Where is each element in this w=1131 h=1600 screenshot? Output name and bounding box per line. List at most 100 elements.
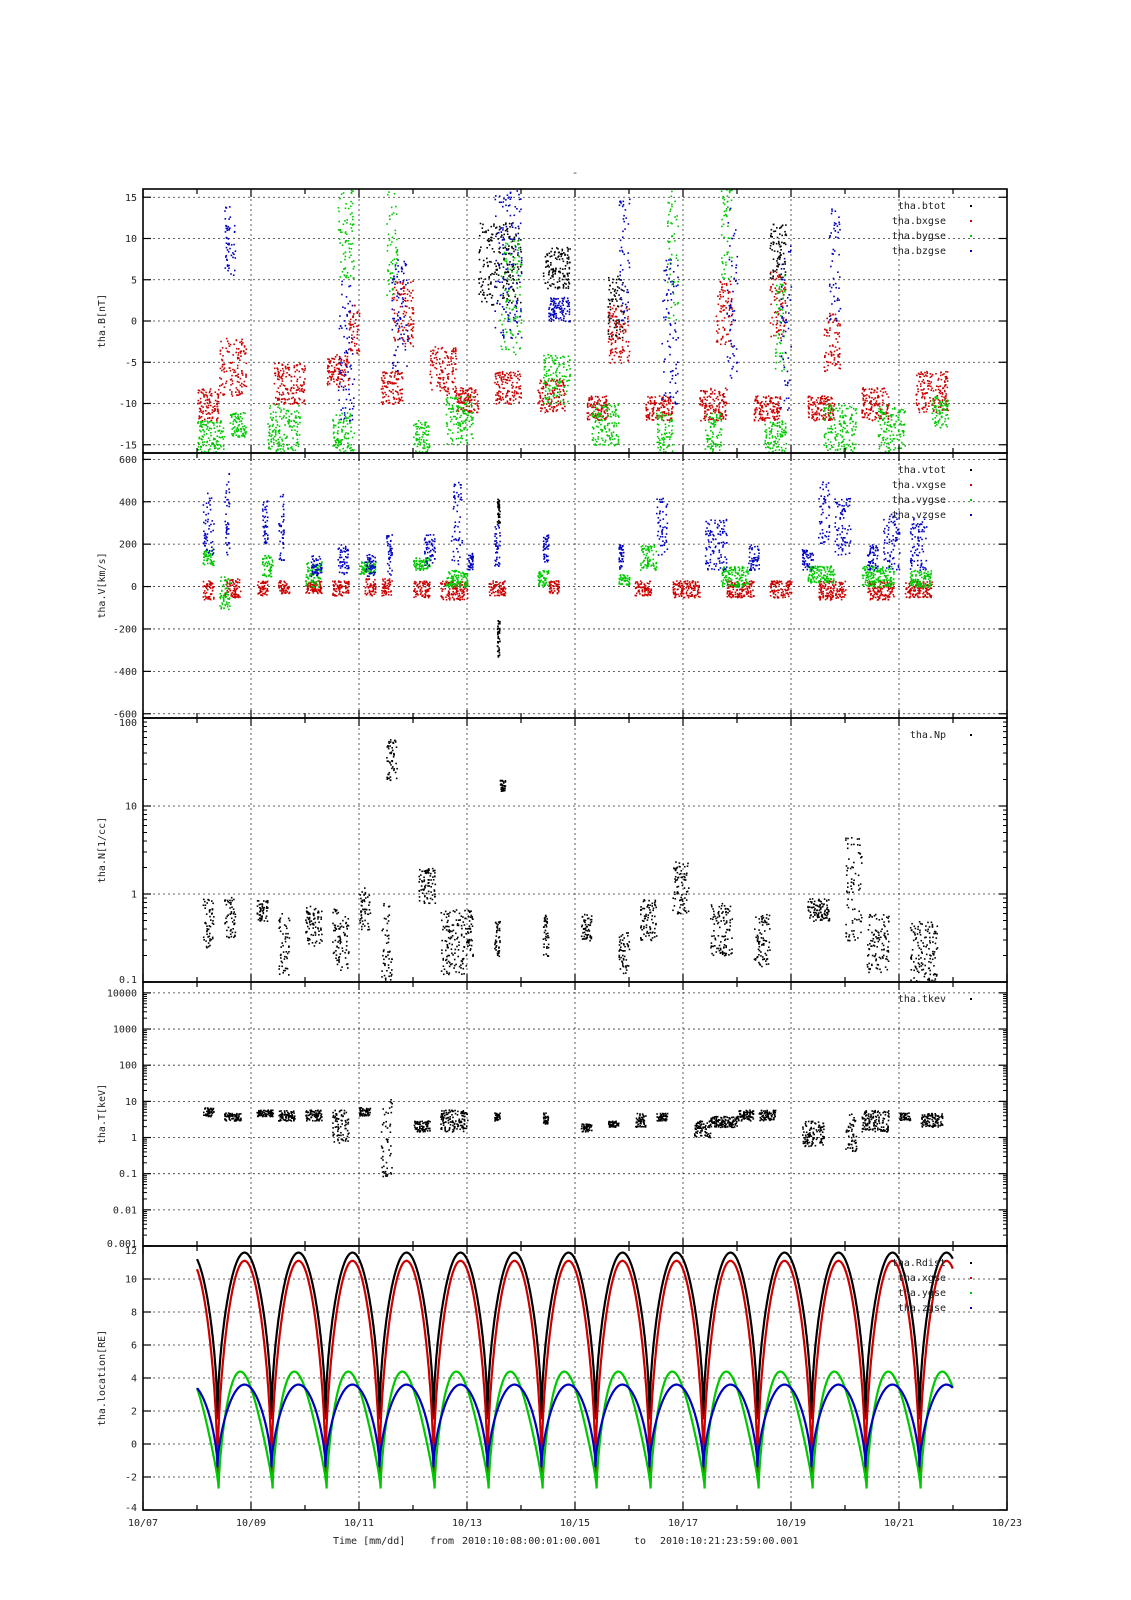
data-point	[518, 256, 521, 258]
data-point	[518, 379, 520, 381]
data-point	[550, 393, 552, 395]
data-point	[619, 323, 622, 326]
data-point	[426, 446, 428, 448]
data-point	[599, 443, 601, 446]
data-point	[723, 283, 726, 285]
data-point	[417, 426, 420, 428]
data-point	[819, 402, 821, 405]
data-point	[781, 224, 784, 227]
data-point	[597, 436, 599, 438]
data-point	[447, 390, 449, 393]
data-point	[552, 387, 555, 389]
data-point	[719, 298, 721, 300]
data-point	[216, 435, 218, 438]
data-point	[564, 409, 566, 412]
data-point	[771, 435, 774, 437]
data-point	[416, 438, 419, 440]
data-point	[456, 397, 458, 399]
data-point	[513, 279, 515, 281]
data-point	[460, 430, 462, 432]
data-point	[904, 445, 906, 447]
data-point	[785, 443, 788, 445]
data-point	[597, 395, 599, 398]
data-point	[496, 392, 498, 394]
data-point	[344, 207, 347, 210]
data-point	[881, 437, 884, 439]
data-point	[605, 403, 607, 406]
data-point	[920, 389, 923, 391]
data-point	[328, 365, 330, 368]
data-point	[710, 443, 712, 445]
data-point	[779, 227, 781, 229]
data-point	[347, 445, 349, 448]
data-point	[543, 368, 546, 371]
data-point	[516, 272, 518, 274]
data-point	[237, 428, 240, 431]
data-point	[722, 417, 725, 420]
data-point	[518, 247, 520, 249]
data-point	[772, 445, 775, 447]
data-point	[517, 370, 519, 373]
data-point	[704, 410, 707, 413]
data-point	[443, 386, 445, 389]
data-point	[471, 388, 473, 391]
data-point	[606, 413, 609, 415]
data-point	[277, 438, 279, 441]
data-point	[946, 400, 949, 403]
data-point	[829, 403, 831, 405]
data-point	[438, 373, 441, 376]
data-point	[343, 369, 346, 371]
data-point	[489, 283, 492, 285]
data-point	[459, 399, 462, 401]
data-point	[280, 401, 283, 403]
data-point	[670, 413, 672, 416]
data-point	[943, 389, 946, 392]
data-point	[426, 449, 429, 451]
data-point	[672, 293, 675, 295]
data-point	[461, 393, 463, 395]
data-point	[240, 355, 242, 357]
data-point	[555, 267, 557, 270]
data-point	[667, 240, 669, 242]
data-point	[765, 429, 768, 431]
data-point	[505, 247, 508, 250]
data-point	[545, 403, 548, 405]
data-point	[350, 248, 353, 250]
data-point	[341, 429, 344, 432]
data-point	[519, 248, 522, 251]
data-point	[662, 411, 664, 414]
data-point	[600, 415, 603, 418]
data-point	[222, 438, 225, 440]
data-point	[701, 405, 704, 407]
data-point	[233, 371, 235, 374]
data-point	[669, 273, 672, 276]
data-point	[239, 416, 242, 418]
data-point	[292, 392, 295, 395]
data-point	[837, 445, 840, 447]
data-point	[453, 423, 455, 426]
data-point	[516, 325, 519, 327]
data-point	[616, 352, 618, 354]
data-point	[843, 420, 845, 423]
data-point	[731, 308, 733, 310]
data-point	[547, 387, 550, 390]
data-point	[619, 337, 621, 340]
data-point	[347, 276, 349, 279]
data-point	[772, 415, 774, 418]
data-point	[501, 313, 503, 316]
data-point	[550, 250, 552, 253]
data-point	[944, 380, 946, 382]
data-point	[489, 274, 492, 276]
data-point	[621, 289, 624, 291]
data-point	[831, 344, 834, 346]
data-point	[665, 432, 668, 434]
data-point	[624, 331, 627, 333]
data-point	[922, 379, 925, 381]
data-point	[772, 421, 774, 424]
data-point	[199, 397, 202, 400]
data-point	[225, 370, 228, 373]
data-point	[720, 288, 723, 291]
data-point	[610, 434, 613, 436]
data-point	[472, 411, 474, 414]
data-point	[730, 237, 733, 240]
